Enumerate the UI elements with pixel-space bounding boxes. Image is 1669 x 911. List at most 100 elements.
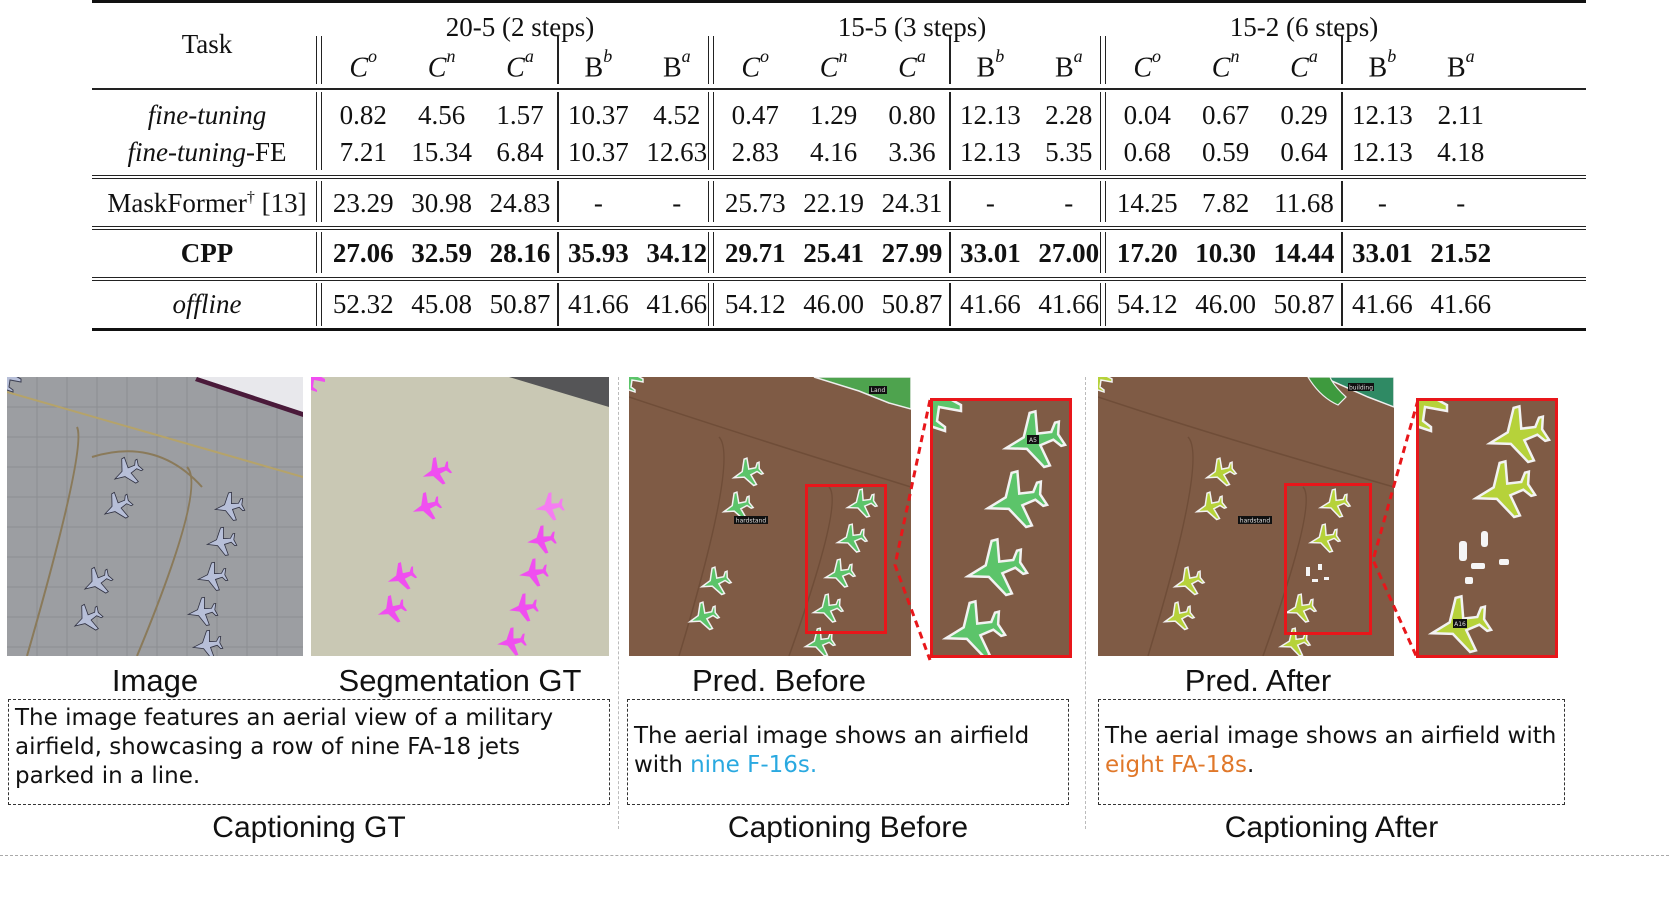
row-label: MaskFormer† [13]: [107, 188, 307, 218]
group-double-bar: [1100, 283, 1102, 326]
mask-label-hardstand: hardstand: [736, 518, 767, 525]
group-header-20-5: 20-5 (2 steps): [445, 12, 595, 42]
table-cell: -: [985, 188, 995, 218]
caption-gt-box: The image features an aerial view of a m…: [8, 699, 610, 805]
column-header: Ba: [662, 46, 691, 84]
table-cell: 15.34: [411, 137, 472, 167]
metric-divider: [949, 36, 951, 84]
metric-divider: [557, 36, 559, 84]
group-double-bar: [321, 283, 323, 326]
table-cell: 4.16: [809, 137, 858, 167]
segmentation-gt-panel: [311, 377, 609, 656]
table-cell: 41.66: [1352, 289, 1413, 319]
table-cell: 52.32: [332, 289, 394, 319]
group-double-bar: [1100, 36, 1102, 84]
group-double-bar: [316, 181, 318, 222]
zoom-region-box-after: [1284, 483, 1372, 635]
table-cell: -: [672, 188, 682, 218]
table-cell: 33.01: [960, 238, 1021, 268]
column-header: Ca: [1290, 46, 1318, 84]
metric-divider: [949, 92, 951, 170]
column-header: Bb: [584, 46, 613, 84]
column-header: Bb: [1368, 46, 1397, 84]
table-cell: 12.13: [1352, 137, 1413, 167]
table-cell: 7.21: [339, 137, 387, 167]
table-cell: 34.12: [646, 238, 708, 268]
panel-label-pred-after: Pred. After: [1184, 663, 1332, 698]
table-cell: 12.13: [960, 137, 1021, 167]
caption-after-box: The aerial image shows an airfield with …: [1098, 699, 1565, 805]
zoom-inset-after-image: A16: [1419, 401, 1555, 655]
caption-before-box: The aerial image shows an airfield with …: [627, 699, 1069, 805]
row-label: offline: [172, 289, 242, 319]
column-header: Cn: [427, 46, 456, 84]
table-cell: -: [1377, 188, 1387, 218]
group-double-bar: [1105, 283, 1107, 326]
divider-vertical-2: [1085, 377, 1086, 829]
table-cell: 45.08: [411, 289, 472, 319]
table-cell: 54.12: [1116, 289, 1178, 319]
row-label: fine-tuning-FE: [127, 137, 287, 167]
group-double-bar: [708, 92, 710, 170]
aerial-image: [7, 377, 303, 656]
table-cell: 23.29: [332, 188, 394, 218]
table-cell: 21.52: [1430, 238, 1492, 268]
group-double-bar: [1100, 181, 1102, 222]
table-cell: 14.25: [1116, 188, 1178, 218]
aerial-image-panel: [7, 377, 303, 656]
table-bottom-rule: [92, 328, 1586, 331]
pred-after-mask: building hardstand: [1098, 377, 1394, 656]
caption-after-text: The aerial image shows an airfield with: [1105, 723, 1557, 749]
group-double-bar: [316, 36, 318, 84]
table-cell: 25.73: [724, 188, 786, 218]
pred-before-panel: Land hardstand: [629, 377, 911, 656]
table-cell: 5.35: [1045, 137, 1093, 167]
row-label: CPP: [180, 238, 234, 268]
table-cell: 0.04: [1123, 100, 1171, 130]
group-double-bar: [321, 232, 323, 273]
table-cell: 35.93: [568, 238, 629, 268]
table-cell: 50.87: [1273, 289, 1335, 319]
row-group-rule-2: [92, 226, 1586, 230]
table-cell: 41.66: [646, 289, 708, 319]
group-double-bar: [316, 232, 318, 273]
mask-label-a16: A16: [1454, 621, 1466, 628]
metric-divider: [557, 232, 559, 273]
table-cell: 17.20: [1116, 238, 1178, 268]
caption-after-highlight: eight FA-18s: [1105, 752, 1247, 778]
metric-divider: [949, 283, 951, 326]
table-cell: 0.82: [339, 100, 387, 130]
group-double-bar: [713, 36, 715, 84]
table-cell: 0.29: [1280, 100, 1328, 130]
column-header: Cn: [1211, 46, 1240, 84]
divider-horizontal-bottom: [0, 855, 1669, 856]
metric-divider: [1341, 92, 1343, 170]
column-header: Ba: [1054, 46, 1083, 84]
table-cell: 10.30: [1195, 238, 1256, 268]
table-cell: -: [1456, 188, 1466, 218]
metric-divider: [1341, 232, 1343, 273]
group-double-bar: [713, 232, 715, 273]
zoom-callout-lines-before: [893, 399, 932, 661]
group-double-bar: [1100, 92, 1102, 170]
table-cell: 24.83: [489, 188, 551, 218]
table-cell: 50.87: [881, 289, 943, 319]
caption-after-title: Captioning After: [1224, 811, 1439, 844]
table-cell: 4.18: [1437, 137, 1485, 167]
table-cell: 41.66: [1430, 289, 1492, 319]
metric-divider: [1341, 181, 1343, 222]
row-group-rule-3: [92, 277, 1586, 281]
table-cell: 41.66: [568, 289, 629, 319]
caption-before-title: Captioning Before: [727, 811, 969, 844]
table-cell: 0.59: [1201, 137, 1250, 167]
zoom-inset-after: A16: [1416, 398, 1558, 658]
group-double-bar: [708, 36, 710, 84]
table-cell: 54.12: [724, 289, 786, 319]
table-cell: 27.00: [1038, 238, 1100, 268]
table-cell: 12.13: [960, 100, 1021, 130]
header-rule: [92, 88, 1586, 90]
table-cell: 46.00: [1195, 289, 1256, 319]
zoom-inset-before-image: A5: [933, 401, 1069, 655]
group-double-bar: [708, 283, 710, 326]
column-header: Co: [741, 46, 770, 84]
